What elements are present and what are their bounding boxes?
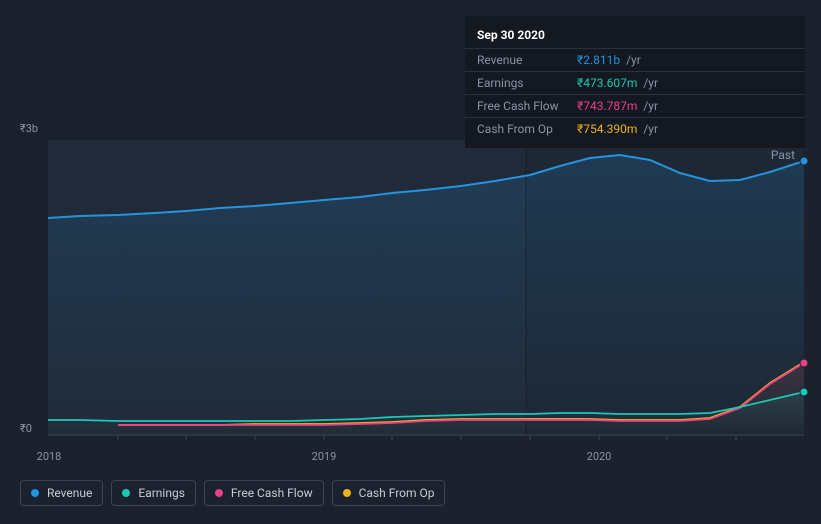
tooltip-date: Sep 30 2020 <box>465 24 805 48</box>
legend-dot <box>31 489 39 497</box>
y-axis-label: ₹3b <box>20 122 38 135</box>
tooltip-row-label: Free Cash Flow <box>477 99 577 113</box>
tooltip-row-value: ₹2.811b /yr <box>577 53 793 67</box>
tooltip-row-label: Revenue <box>477 53 577 67</box>
legend-item[interactable]: Free Cash Flow <box>204 480 324 506</box>
legend-dot <box>215 489 223 497</box>
tooltip-row: Cash From Op₹754.390m /yr <box>465 117 805 140</box>
legend-item[interactable]: Revenue <box>20 480 103 506</box>
x-axis-label: 2019 <box>312 450 337 463</box>
legend-item[interactable]: Cash From Op <box>332 480 446 506</box>
legend-dot <box>122 489 130 497</box>
y-axis-label: ₹0 <box>20 422 32 435</box>
tooltip-row-value: ₹754.390m /yr <box>577 122 793 136</box>
tooltip-row-label: Earnings <box>477 76 577 90</box>
legend-dot <box>343 489 351 497</box>
legend-label: Earnings <box>138 486 185 500</box>
legend: Revenue Earnings Free Cash Flow Cash From O… <box>20 480 445 506</box>
hover-tooltip: Sep 30 2020 Revenue₹2.811b /yrEarnings₹4… <box>465 16 805 148</box>
tooltip-row: Free Cash Flow₹743.787m /yr <box>465 94 805 117</box>
tooltip-row-label: Cash From Op <box>477 122 577 136</box>
past-label: Past <box>771 148 795 162</box>
tooltip-row-value: ₹743.787m /yr <box>577 99 793 113</box>
legend-item[interactable]: Earnings <box>111 480 196 506</box>
legend-label: Cash From Op <box>359 486 435 500</box>
tooltip-row-value: ₹473.607m /yr <box>577 76 793 90</box>
tooltip-row: Revenue₹2.811b /yr <box>465 48 805 71</box>
x-axis-label: 2018 <box>37 450 62 463</box>
x-axis-label: 2020 <box>587 450 612 463</box>
legend-label: Free Cash Flow <box>231 486 313 500</box>
tooltip-row: Earnings₹473.607m /yr <box>465 71 805 94</box>
legend-label: Revenue <box>47 486 92 500</box>
